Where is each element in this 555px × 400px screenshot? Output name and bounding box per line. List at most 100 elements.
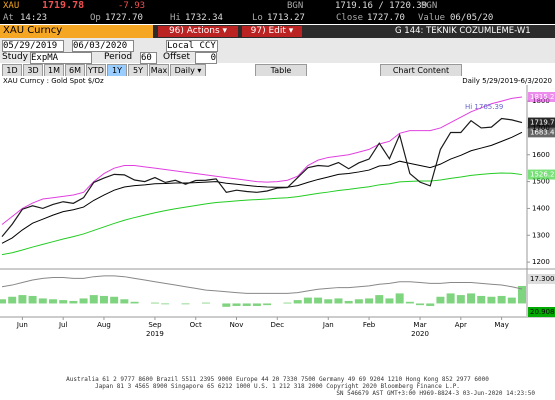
stat-label: Hi xyxy=(170,13,181,23)
stat-label: Close xyxy=(336,13,364,23)
change: -7.93 xyxy=(118,1,146,11)
osc-bar xyxy=(507,297,516,304)
x-tick-label: Jul xyxy=(58,321,68,329)
osc-bar xyxy=(161,303,170,305)
osc-bar xyxy=(497,295,506,304)
offset[interactable]: 0 xyxy=(195,52,217,64)
lower-value-box xyxy=(528,274,555,284)
x-tick-label: May xyxy=(494,321,508,329)
last: 1719.78 xyxy=(42,0,85,11)
osc-bar xyxy=(0,299,6,304)
label: Period xyxy=(104,52,133,62)
end-date[interactable]: 06/03/2020 xyxy=(72,40,134,52)
currency[interactable]: Local CCY xyxy=(166,40,218,52)
osc-bar xyxy=(222,303,231,307)
x-tick-label: Aug xyxy=(97,321,111,329)
chart-subtitle: Daily 5/29/2019-6/3/2020 xyxy=(462,77,552,85)
last-value-label: 1815.29 xyxy=(530,93,555,101)
osc-bar xyxy=(365,298,374,304)
osc-bar xyxy=(385,298,394,304)
chart-title: XAU Curncy : Gold Spot $/Oz xyxy=(3,77,104,85)
last-value-box xyxy=(528,127,555,138)
x-tick-label: Sep xyxy=(148,321,162,329)
osc-bar xyxy=(59,300,68,304)
edit-menu[interactable]: 97) Edit ▾ xyxy=(242,26,302,37)
osc-bar xyxy=(242,303,251,306)
annotation: Hi 1765.39 xyxy=(465,103,503,111)
study[interactable]: ExpMA xyxy=(30,52,92,64)
lower-value-label: 20.9084 xyxy=(530,308,555,316)
last-value-box xyxy=(528,169,555,180)
osc-bar xyxy=(518,285,526,304)
osc-bar xyxy=(303,297,312,304)
footer-line: Japan 81 3 4565 8900 Singapore 65 6212 1… xyxy=(95,383,460,390)
osc-bar xyxy=(283,302,292,304)
start-date[interactable]: 05/29/2019 xyxy=(2,40,64,52)
price-line xyxy=(1,117,523,237)
last-value-label: 1526.21 xyxy=(530,171,555,179)
stat: 1732.34 xyxy=(185,13,223,23)
osc-bar xyxy=(201,302,210,304)
x-tick-label: Feb xyxy=(363,321,376,329)
lower-value-label: 17.3004 xyxy=(530,275,555,283)
source: BGN xyxy=(421,1,438,11)
bid-ask: 1719.16 / 1720.39 xyxy=(335,1,428,11)
footer-line: SN 546679 AST GMT+3:00 H969-8824-3 03-Ju… xyxy=(336,390,535,397)
x-tick-label: Nov xyxy=(230,321,244,329)
osc-bar xyxy=(18,295,27,304)
label: Study xyxy=(2,52,28,62)
security[interactable]: XAU Curncy xyxy=(0,25,153,38)
osc-bar xyxy=(354,299,363,304)
year-label: 2019 xyxy=(146,330,164,338)
osc-bar xyxy=(110,296,119,304)
osc-bar xyxy=(263,303,272,306)
stat: 1713.27 xyxy=(267,13,305,23)
osc-bar xyxy=(314,297,323,304)
osc-bar xyxy=(375,295,384,304)
osc-bar xyxy=(405,301,414,304)
signal-line xyxy=(1,275,523,294)
osc-bar xyxy=(293,300,302,304)
osc-bar xyxy=(467,293,476,304)
stat-label: At xyxy=(3,13,14,23)
osc-bar xyxy=(79,298,88,304)
osc-bar xyxy=(436,296,445,304)
actions-menu[interactable]: 96) Actions ▾ xyxy=(158,26,238,37)
last-value-box xyxy=(528,91,555,102)
lower-value-box xyxy=(528,307,555,317)
x-tick-label: Jan xyxy=(322,321,334,329)
osc-bar xyxy=(48,299,57,304)
source: BGN xyxy=(287,1,304,11)
quote-bar xyxy=(0,0,555,12)
page-title: G 144: TEKNIK COZUMLEME-W1 xyxy=(395,26,531,36)
x-tick-label: Jun xyxy=(16,321,28,329)
footer: Australia 61 2 9777 8600 Brazil 5511 239… xyxy=(0,376,555,397)
y-tick-label: 1400 xyxy=(532,204,550,212)
osc-bar xyxy=(344,300,353,304)
osc-bar xyxy=(69,300,78,304)
osc-bar xyxy=(120,299,129,304)
x-tick-label: Mar xyxy=(413,321,426,329)
x-tick-label: Apr xyxy=(455,321,467,329)
last-value-label: 1719.78 xyxy=(530,119,555,127)
last-value-box xyxy=(528,117,555,128)
stat-label: Value xyxy=(418,13,446,23)
range-button[interactable]: 1Y xyxy=(107,64,127,77)
osc-bar xyxy=(446,293,455,304)
osc-bar xyxy=(456,295,465,304)
chart-bg xyxy=(0,76,555,338)
osc-bar xyxy=(426,303,435,306)
study-line xyxy=(1,172,523,256)
osc-bar xyxy=(232,303,241,306)
osc-bar xyxy=(395,293,404,304)
osc-bar xyxy=(477,295,486,304)
osc-bar xyxy=(8,296,17,304)
osc-bar xyxy=(99,295,108,304)
x-tick-label: Oct xyxy=(190,321,202,329)
stat: 06/05/20 xyxy=(450,13,494,23)
period[interactable]: 60 xyxy=(140,52,157,64)
osc-bar xyxy=(416,303,425,306)
osc-bar xyxy=(334,298,343,304)
osc-bar xyxy=(252,303,261,306)
